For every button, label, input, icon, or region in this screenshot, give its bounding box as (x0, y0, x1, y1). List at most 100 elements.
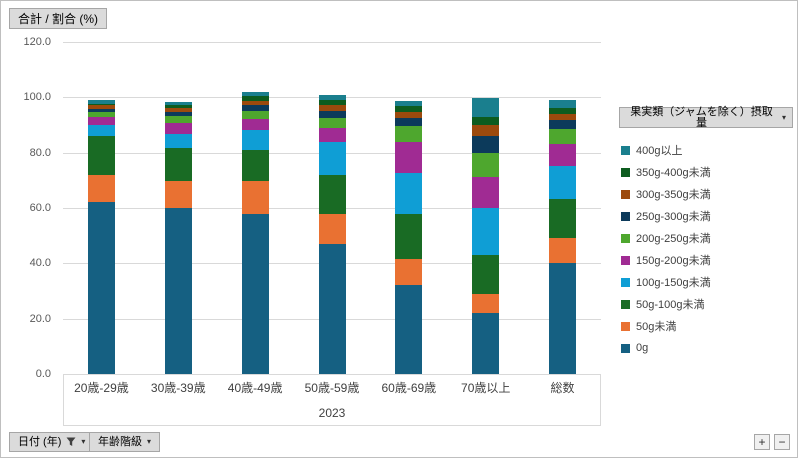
bar-segment[interactable] (318, 95, 346, 101)
bar-segment[interactable] (395, 285, 423, 374)
bar-segment[interactable] (472, 116, 500, 125)
bar-segment[interactable] (87, 103, 115, 106)
bar-segment[interactable] (87, 108, 115, 112)
chevron-down-icon: ▾ (81, 437, 86, 446)
bar-segment[interactable] (395, 117, 423, 126)
legend-item[interactable]: 150g-200g未満 (621, 249, 797, 271)
x-axis-label: 60歳-69歳 (381, 381, 437, 395)
bar-segment[interactable] (164, 123, 192, 135)
bar-segment[interactable] (549, 120, 577, 130)
legend-item[interactable]: 400g以上 (621, 139, 797, 161)
bar-segment[interactable] (87, 136, 115, 175)
bar-segment[interactable] (87, 174, 115, 203)
bar-segment[interactable] (241, 92, 269, 96)
bar-segment[interactable] (395, 213, 423, 259)
bar-segment[interactable] (241, 213, 269, 374)
bar-segment[interactable] (472, 294, 500, 314)
bar-segment[interactable] (164, 181, 192, 208)
bar-segment[interactable] (87, 202, 115, 374)
bar-segment[interactable] (395, 125, 423, 143)
bar-segment[interactable] (395, 258, 423, 286)
bar-segment[interactable] (549, 108, 577, 114)
age-field-button[interactable]: 年齢階級 ▾ (89, 432, 161, 452)
bar-segment[interactable] (318, 118, 346, 129)
bar-segment[interactable] (549, 165, 577, 200)
bar-segment[interactable] (472, 97, 500, 117)
bar-segment[interactable] (549, 263, 577, 374)
legend-item[interactable]: 100g-150g未満 (621, 271, 797, 293)
legend-item[interactable]: 300g-350g未満 (621, 183, 797, 205)
bar-segment[interactable] (241, 181, 269, 214)
bar-segment[interactable] (164, 134, 192, 148)
value-field-button[interactable]: 合計 / 割合 (%) (9, 8, 107, 29)
bar-segment[interactable] (87, 100, 115, 104)
legend-item[interactable]: 50g未満 (621, 315, 797, 337)
bar-segment[interactable] (87, 112, 115, 117)
legend-field-button[interactable]: 果実類（ジャムを除く）摂取量 ▾ (619, 106, 793, 128)
bar-segment[interactable] (241, 95, 269, 101)
bar-segment[interactable] (549, 129, 577, 145)
bar-segment[interactable] (318, 243, 346, 374)
bar-segment[interactable] (87, 116, 115, 125)
legend-item[interactable]: 250g-300g未満 (621, 205, 797, 227)
bar-segment[interactable] (395, 100, 423, 106)
legend-item[interactable]: 350g-400g未満 (621, 161, 797, 183)
bar-segment[interactable] (318, 100, 346, 106)
zoom-in-button[interactable]: + (754, 434, 770, 450)
legend-label: 250g-300g未満 (636, 211, 711, 223)
bar-segment[interactable] (472, 208, 500, 256)
axis-field-area: 2023 (63, 375, 601, 426)
bar-segment[interactable] (472, 152, 500, 178)
bar-segment[interactable] (472, 125, 500, 137)
legend-swatch (621, 321, 630, 331)
bar-segment[interactable] (241, 118, 269, 130)
y-axis: 0.0 20.0 40.0 60.0 80.0 100.0 120.0 (1, 36, 57, 380)
legend-swatch (621, 167, 630, 177)
bar-segment[interactable] (549, 199, 577, 239)
bar-segment[interactable] (164, 116, 192, 124)
date-field-button[interactable]: 日付 (年) ▾ (9, 432, 95, 452)
legend-item[interactable]: 200g-250g未満 (621, 227, 797, 249)
bar-segment[interactable] (164, 105, 192, 109)
bar-segment[interactable] (318, 111, 346, 119)
x-axis-labels: 20歳-29歳 30歳-39歳 40歳-49歳 50歳-59歳 60歳-69歳 70歳以上… (63, 379, 601, 395)
bar-segment[interactable] (164, 102, 192, 106)
bar-segment[interactable] (472, 313, 500, 374)
bar-segment[interactable] (241, 111, 269, 119)
bar-segment[interactable] (241, 105, 269, 112)
bar-segment[interactable] (164, 147, 192, 182)
bar-segment[interactable] (164, 112, 192, 117)
bar-segment[interactable] (318, 128, 346, 142)
legend-item[interactable]: 0g (621, 337, 797, 359)
bar-segment[interactable] (164, 108, 192, 112)
bar-segment[interactable] (395, 105, 423, 112)
bar-segment[interactable] (549, 144, 577, 166)
y-tick-label: 60.0 (29, 202, 51, 214)
bar-segment[interactable] (472, 136, 500, 153)
bar-segment[interactable] (395, 142, 423, 173)
y-tick-label: 0.0 (35, 368, 51, 380)
bar-segment[interactable] (472, 255, 500, 295)
bar-segment[interactable] (549, 238, 577, 264)
bar-segment[interactable] (318, 141, 346, 176)
bar-segment[interactable] (164, 208, 192, 374)
bar-segment[interactable] (318, 214, 346, 244)
x-axis-label: 20歳-29歳 (74, 381, 129, 395)
zoom-out-button[interactable]: − (774, 434, 790, 450)
bar-segment[interactable] (318, 175, 346, 215)
y-tick-label: 20.0 (29, 312, 51, 325)
bar-segment[interactable] (87, 125, 115, 137)
bar-segment[interactable] (87, 105, 115, 109)
bar-segment[interactable] (241, 130, 269, 150)
bar-segment[interactable] (549, 113, 577, 121)
bar-segment[interactable] (241, 100, 269, 106)
bar-segment[interactable] (241, 149, 269, 182)
bar-segment[interactable] (395, 111, 423, 118)
legend-item[interactable]: 50g-100g未満 (621, 293, 797, 315)
bar-segment[interactable] (549, 100, 577, 109)
bar-segment[interactable] (395, 172, 423, 214)
bar-segment[interactable] (472, 177, 500, 208)
x-axis-label: 70歳以上 (461, 381, 511, 395)
bar-segment[interactable] (318, 105, 346, 112)
gridline (63, 42, 601, 43)
